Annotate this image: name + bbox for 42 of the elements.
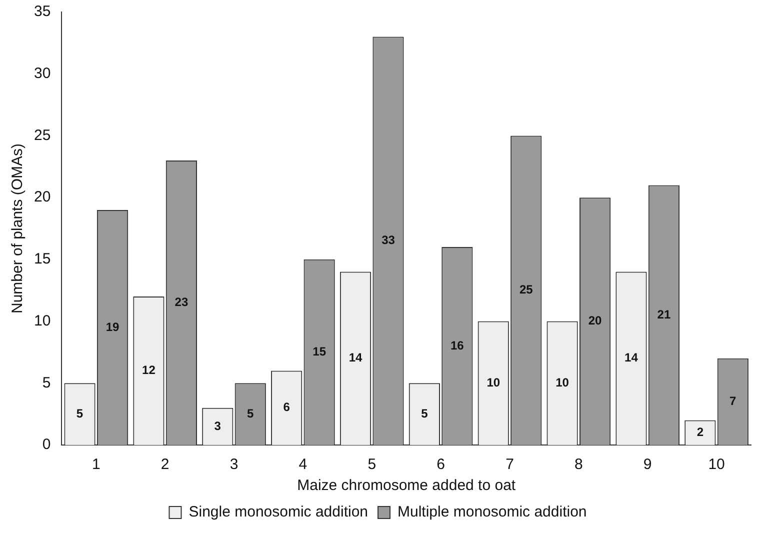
data-label: 33: [382, 233, 396, 248]
x-tick-label: 2: [160, 456, 170, 474]
x-tick-label: 8: [574, 456, 583, 474]
data-label: 5: [76, 406, 84, 420]
x-tick-label: 7: [506, 456, 514, 474]
y-tick-label: 10: [34, 312, 51, 330]
y-tick-label: 20: [34, 188, 51, 206]
x-tick-label: 3: [230, 456, 238, 474]
data-label: 5: [421, 406, 428, 420]
data-label: 10: [486, 375, 500, 390]
data-label: 10: [556, 375, 570, 390]
y-tick-label: 25: [34, 126, 51, 144]
data-label: 6: [283, 400, 290, 414]
x-tick-label: 4: [298, 456, 308, 474]
data-label: 16: [450, 338, 464, 352]
y-tick-label: 30: [34, 65, 51, 82]
data-label: 21: [657, 307, 671, 322]
data-label: 19: [106, 320, 120, 334]
x-tick-label: 10: [708, 456, 725, 474]
y-axis-title: Number of plants (OMAs): [9, 143, 26, 314]
x-tick-label: 6: [436, 456, 445, 474]
data-label: 14: [348, 350, 362, 365]
data-label: 23: [174, 295, 188, 310]
x-tick-label: 5: [368, 456, 376, 474]
data-label: 25: [519, 282, 534, 297]
data-label: 14: [624, 350, 638, 365]
data-label: 5: [247, 406, 254, 420]
x-tick-label: 1: [92, 456, 100, 474]
data-label: 3: [214, 418, 222, 433]
x-tick-label: 9: [643, 456, 652, 474]
y-tick-label: 15: [34, 250, 51, 268]
x-axis-title: Maize chromosome added to oat: [297, 477, 516, 494]
legend-label: Multiple monosomic addition: [398, 504, 587, 521]
data-label: 12: [142, 363, 156, 378]
y-tick-label: 0: [42, 436, 51, 454]
data-label: 7: [730, 394, 737, 408]
data-label: 15: [312, 344, 326, 359]
y-tick-label: 35: [34, 3, 51, 20]
legend-label: Single monosomic addition: [188, 504, 368, 521]
data-label: 2: [696, 424, 704, 439]
data-label: 20: [588, 314, 602, 328]
y-tick-label: 5: [42, 374, 51, 392]
